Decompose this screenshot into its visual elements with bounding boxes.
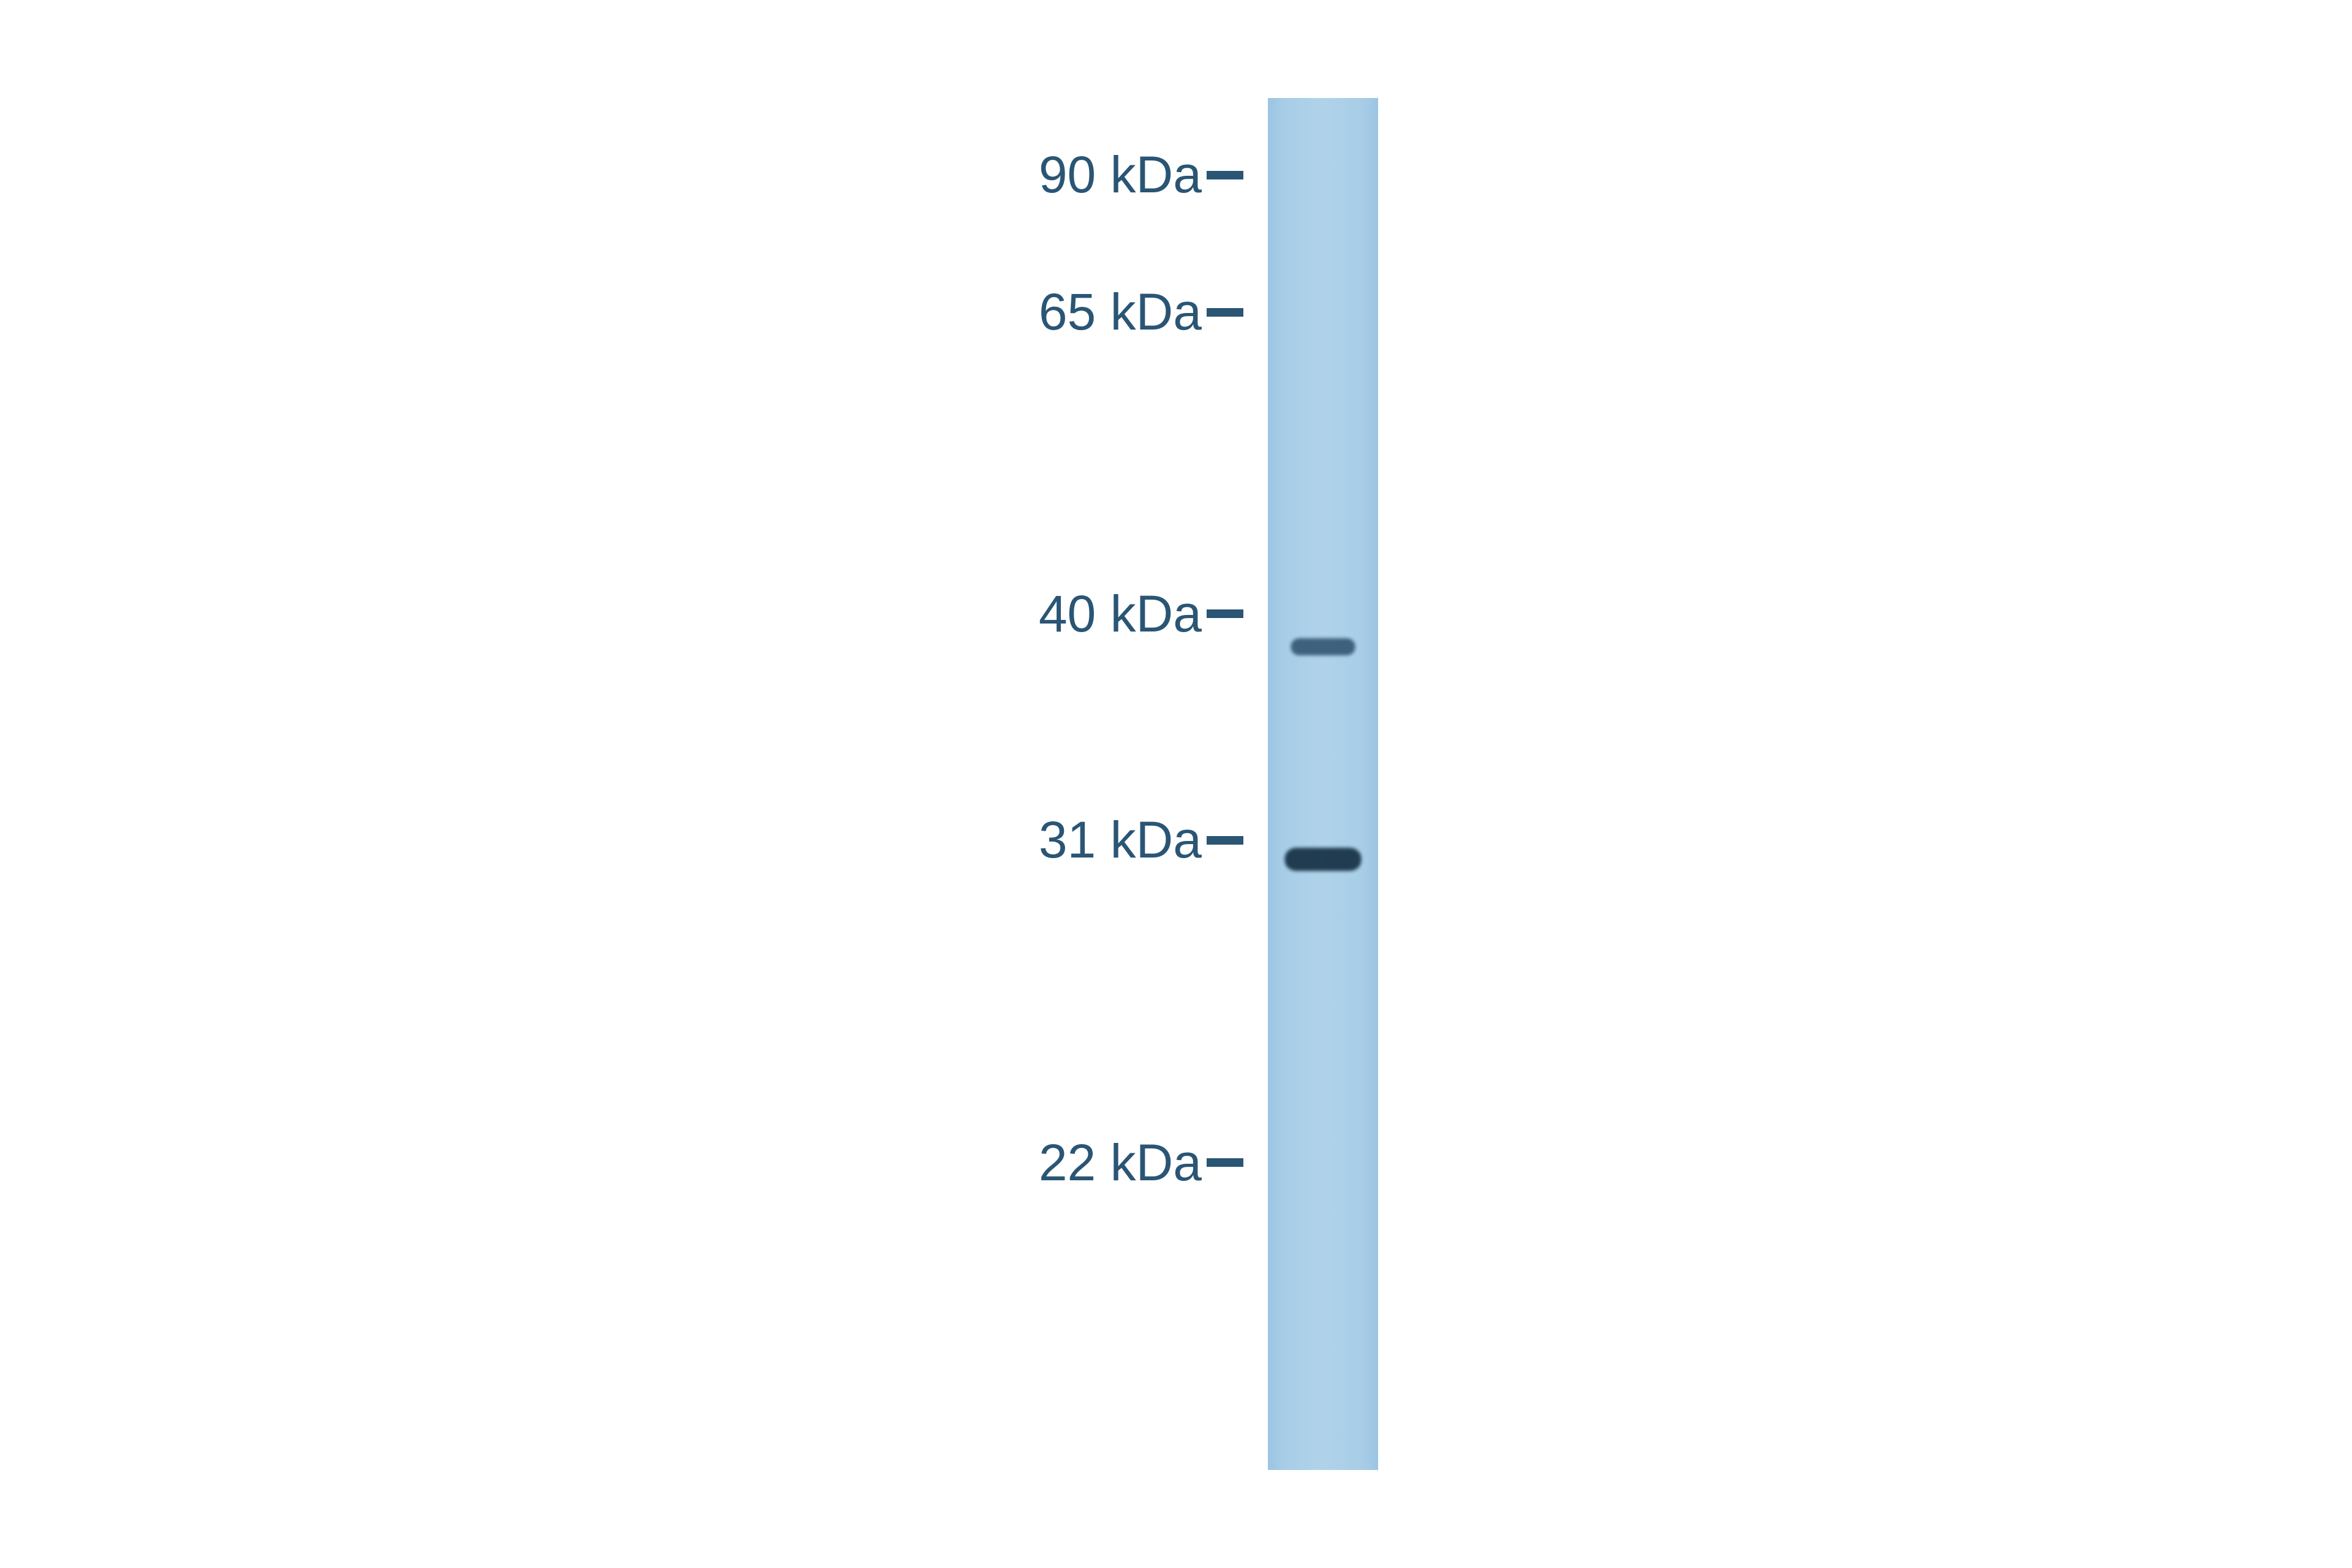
mw-marker-text: 90 kDa xyxy=(1039,145,1202,205)
mw-marker-tick xyxy=(1207,308,1243,317)
protein-band-1 xyxy=(1291,638,1355,655)
western-blot-container: 90 kDa 65 kDa 40 kDa 31 kDa 22 kDa xyxy=(974,98,1378,1470)
molecular-weight-labels: 90 kDa 65 kDa 40 kDa 31 kDa 22 kDa xyxy=(974,98,1243,1470)
mw-marker-tick xyxy=(1207,609,1243,618)
mw-marker-65-kDa: 65 kDa xyxy=(1039,282,1243,342)
gel-lane-wrapper xyxy=(1268,98,1378,1470)
mw-marker-tick xyxy=(1207,1158,1243,1167)
gel-lane xyxy=(1268,98,1378,1470)
mw-marker-text: 22 kDa xyxy=(1039,1133,1202,1193)
mw-marker-22-kDa: 22 kDa xyxy=(1039,1133,1243,1193)
mw-marker-text: 31 kDa xyxy=(1039,810,1202,870)
mw-marker-40-kDa: 40 kDa xyxy=(1039,584,1243,644)
protein-band-2 xyxy=(1285,848,1362,871)
mw-marker-text: 40 kDa xyxy=(1039,584,1202,644)
mw-marker-tick xyxy=(1207,836,1243,845)
mw-marker-31-kDa: 31 kDa xyxy=(1039,810,1243,870)
mw-marker-90-kDa: 90 kDa xyxy=(1039,145,1243,205)
mw-marker-tick xyxy=(1207,171,1243,179)
mw-marker-text: 65 kDa xyxy=(1039,282,1202,342)
